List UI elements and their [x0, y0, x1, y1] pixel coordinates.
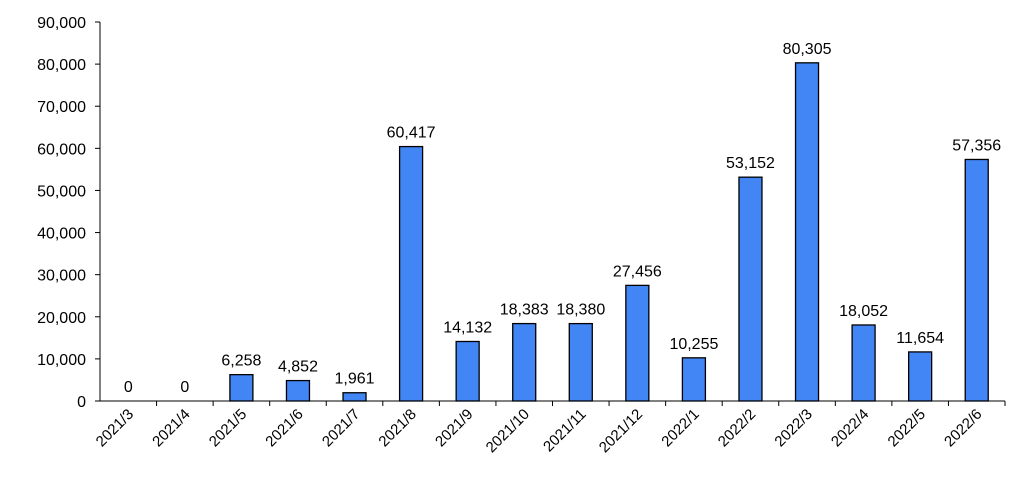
bar — [625, 284, 650, 402]
data-label: 80,305 — [783, 41, 832, 58]
x-tick-label: 2021/4 — [149, 406, 193, 450]
y-tick-label: 40,000 — [37, 226, 86, 243]
y-tick-label: 70,000 — [37, 99, 86, 116]
data-label: 18,052 — [839, 303, 888, 320]
y-tick-label: 60,000 — [37, 141, 86, 158]
y-tick-label: 30,000 — [37, 268, 86, 285]
bars — [229, 62, 989, 402]
bar — [851, 324, 876, 402]
x-tick-label: 2021/7 — [319, 406, 363, 450]
data-label: 18,383 — [500, 302, 549, 319]
data-label: 6,258 — [221, 353, 261, 370]
bar — [681, 357, 707, 402]
x-tick-label: 2021/10 — [483, 406, 533, 456]
x-tick-label: 2021/5 — [206, 406, 250, 450]
y-tick-label: 20,000 — [37, 310, 86, 327]
data-label: 0 — [124, 379, 133, 396]
x-tick-label: 2021/8 — [375, 406, 419, 450]
x-tick-label: 2021/12 — [596, 406, 646, 456]
data-label: 60,417 — [387, 125, 436, 142]
x-tick-label: 2021/6 — [262, 406, 306, 450]
x-tick-label: 2021/3 — [93, 406, 137, 450]
bar — [908, 351, 933, 402]
bar — [455, 340, 480, 402]
data-label: 1,961 — [335, 371, 375, 388]
bar — [738, 176, 763, 402]
data-label: 14,132 — [443, 319, 492, 336]
y-tick-label: 50,000 — [37, 183, 86, 200]
bar — [398, 145, 424, 402]
data-label: 4,852 — [278, 359, 318, 376]
data-label: 57,356 — [952, 137, 1001, 154]
bar — [964, 158, 989, 402]
x-tick-label: 2022/6 — [941, 406, 985, 450]
y-tick-label: 10,000 — [37, 352, 86, 369]
data-label: 27,456 — [613, 263, 662, 280]
data-label: 0 — [180, 379, 189, 396]
x-tick-label: 2022/1 — [658, 406, 702, 450]
x-tick-label: 2021/9 — [432, 406, 476, 450]
bar — [229, 373, 254, 402]
bar — [285, 379, 311, 402]
bar — [512, 322, 537, 402]
bar — [568, 322, 593, 402]
bar — [342, 392, 367, 402]
data-label: 18,380 — [556, 302, 605, 319]
data-label: 10,255 — [669, 336, 718, 353]
data-label: 11,654 — [896, 330, 944, 347]
bar — [794, 62, 820, 402]
x-tick-label: 2022/4 — [828, 406, 872, 450]
x-tick-label: 2022/3 — [771, 406, 815, 450]
data-labels: 0 0 6,258 4,852 1,961 60,417 14,132 18,383 18,38… — [124, 41, 1001, 396]
x-axis: 2021/3 2021/4 2021/5 2021/6 2021/7 2021/8 2021… — [93, 400, 1006, 456]
y-axis: 0 10,000 20,000 30,000 40,000 50,000 60,000 70,… — [37, 15, 101, 411]
y-tick-label: 80,000 — [37, 57, 86, 74]
x-tick-label: 2022/5 — [885, 406, 929, 450]
y-tick-label: 90,000 — [37, 15, 86, 32]
x-tick-label: 2022/2 — [715, 406, 759, 450]
x-tick-label: 2021/11 — [540, 406, 590, 456]
y-tick-label: 0 — [77, 394, 86, 411]
data-label: 53,152 — [726, 155, 775, 172]
